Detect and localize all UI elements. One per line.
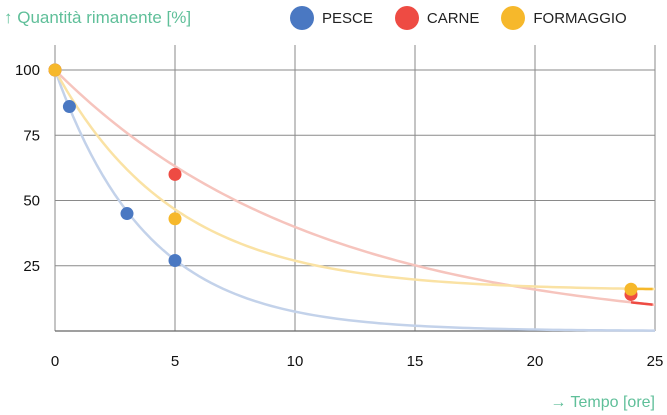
legend-swatch-formaggio <box>501 6 526 30</box>
y-tick-label-75: 75 <box>23 127 40 144</box>
data-point-formaggio <box>48 63 62 77</box>
legend-item-formaggio: FORMAGGIO <box>501 6 627 30</box>
trend-curve-pesce <box>53 69 656 332</box>
y-axis-label: ↑ Quantità rimanente [%] <box>4 8 192 27</box>
legend-swatch-pesce <box>290 6 314 30</box>
data-point-pesce <box>62 100 76 114</box>
trend-curve-formaggio <box>53 69 656 291</box>
x-tick-label-10: 10 <box>287 353 304 370</box>
x-tick-label-5: 5 <box>171 353 179 370</box>
data-point-pesce <box>120 207 134 221</box>
trend-end-carne <box>630 301 653 306</box>
data-point-pesce <box>168 254 182 268</box>
legend-label-pesce: PESCE <box>322 9 373 27</box>
data-point-formaggio <box>168 212 182 226</box>
y-tick-label-25: 25 <box>23 258 40 275</box>
legend-item-carne: CARNE <box>394 6 480 30</box>
trend-curve-carne <box>54 69 656 307</box>
legend-label-formaggio: FORMAGGIO <box>533 9 627 27</box>
x-tick-label-0: 0 <box>51 353 59 370</box>
x-tick-label-15: 15 <box>407 353 424 370</box>
data-point-formaggio <box>624 282 638 296</box>
y-tick-label-100: 100 <box>15 62 40 79</box>
legend-swatch-carne <box>394 6 419 30</box>
legend: PESCE CARNE FORMAGGIO <box>290 6 649 30</box>
legend-item-pesce: PESCE <box>290 6 373 30</box>
legend-label-carne: CARNE <box>426 9 480 27</box>
x-axis-label: → Tempo [ore] <box>550 394 655 411</box>
data-point-carne <box>168 167 182 181</box>
x-tick-label-20: 20 <box>527 353 544 370</box>
y-tick-label-50: 50 <box>23 193 40 210</box>
x-tick-label-25: 25 <box>647 353 664 370</box>
